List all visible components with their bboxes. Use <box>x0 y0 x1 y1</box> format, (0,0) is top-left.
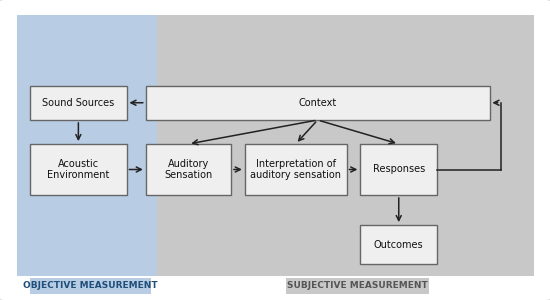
Text: SUBJECTIVE MEASUREMENT: SUBJECTIVE MEASUREMENT <box>287 281 428 290</box>
Bar <box>245 144 346 195</box>
Text: Auditory
Sensation: Auditory Sensation <box>164 159 212 180</box>
Text: Sound Sources: Sound Sources <box>42 98 114 108</box>
Bar <box>30 144 127 195</box>
Bar <box>30 85 127 120</box>
Bar <box>30 278 151 294</box>
Text: Context: Context <box>299 98 337 108</box>
Text: Acoustic
Environment: Acoustic Environment <box>47 159 109 180</box>
Bar <box>16 15 534 276</box>
Bar <box>146 85 490 120</box>
Bar <box>146 144 231 195</box>
Bar <box>360 144 437 195</box>
Bar <box>16 15 157 276</box>
Text: OBJECTIVE MEASUREMENT: OBJECTIVE MEASUREMENT <box>24 281 158 290</box>
Bar <box>360 225 437 264</box>
Text: Responses: Responses <box>373 164 425 175</box>
Text: Interpretation of
auditory sensation: Interpretation of auditory sensation <box>250 159 341 180</box>
Bar <box>286 278 429 294</box>
Text: Outcomes: Outcomes <box>374 239 424 250</box>
